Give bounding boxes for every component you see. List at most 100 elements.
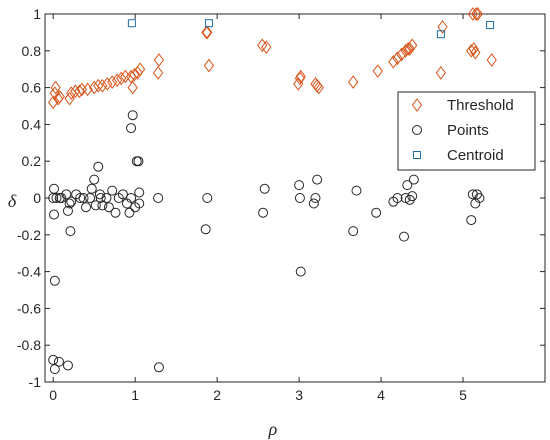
points-marker bbox=[348, 226, 359, 237]
threshold-marker bbox=[437, 20, 448, 34]
y-tick-label: -1 bbox=[29, 374, 42, 390]
series-threshold bbox=[48, 7, 497, 110]
threshold-marker bbox=[127, 80, 138, 95]
threshold-marker bbox=[468, 42, 479, 56]
points-marker bbox=[62, 205, 73, 216]
y-tick-label: -0.8 bbox=[17, 337, 41, 353]
points-marker bbox=[49, 209, 60, 220]
points-marker bbox=[101, 193, 112, 203]
threshold-marker bbox=[202, 25, 213, 40]
points-marker bbox=[107, 185, 118, 196]
points-marker bbox=[295, 266, 306, 277]
threshold-marker bbox=[89, 80, 100, 95]
points-marker bbox=[202, 193, 213, 203]
points-marker bbox=[126, 193, 137, 203]
points-marker bbox=[466, 215, 477, 226]
points-marker bbox=[200, 224, 211, 235]
y-tick-label: 1 bbox=[33, 6, 41, 22]
points-marker bbox=[93, 161, 104, 172]
points-marker bbox=[310, 193, 321, 203]
threshold-marker bbox=[203, 58, 215, 73]
centroid-marker bbox=[486, 21, 495, 30]
points-marker bbox=[117, 189, 128, 200]
ticks: 0 1 2 3 4 5 -1 -0.8 -0.6 -0.4 -0.2 0 0.2 0.4 0.6 0.8 1 bbox=[17, 6, 545, 403]
points-marker bbox=[153, 362, 164, 373]
points-marker bbox=[474, 193, 485, 203]
data-series bbox=[48, 7, 497, 375]
threshold-marker bbox=[132, 66, 143, 80]
threshold-marker bbox=[112, 73, 123, 88]
threshold-marker bbox=[402, 42, 414, 56]
points-marker bbox=[392, 193, 403, 203]
points-marker bbox=[53, 356, 64, 367]
legend-marker-points bbox=[412, 125, 422, 135]
threshold-marker bbox=[295, 69, 306, 84]
points-marker bbox=[124, 207, 135, 218]
x-tick-label: 2 bbox=[213, 387, 221, 403]
points-marker bbox=[259, 183, 270, 194]
centroid-marker bbox=[204, 19, 213, 28]
points-marker bbox=[80, 202, 91, 213]
threshold-marker bbox=[471, 7, 482, 21]
centroid-marker bbox=[436, 30, 445, 39]
points-marker bbox=[407, 191, 418, 202]
legend-label-points: Points bbox=[447, 122, 489, 139]
threshold-marker bbox=[102, 77, 113, 91]
threshold-marker bbox=[70, 84, 81, 99]
threshold-marker bbox=[116, 71, 127, 86]
threshold-marker bbox=[82, 82, 93, 97]
points-marker bbox=[399, 231, 410, 242]
series-points bbox=[48, 110, 485, 375]
threshold-marker bbox=[470, 45, 481, 60]
series-centroid bbox=[127, 19, 495, 39]
points-marker bbox=[89, 174, 100, 185]
threshold-marker bbox=[472, 7, 483, 21]
points-marker bbox=[351, 185, 362, 196]
points-marker bbox=[153, 193, 164, 203]
points-marker bbox=[103, 202, 114, 213]
x-tick-label: 4 bbox=[377, 387, 385, 403]
legend: Threshold Points Centroid bbox=[397, 91, 536, 171]
points-marker bbox=[61, 189, 72, 200]
threshold-marker bbox=[261, 40, 272, 54]
points-marker bbox=[90, 200, 101, 211]
points-marker bbox=[294, 180, 305, 191]
points-marker bbox=[312, 174, 323, 185]
points-marker bbox=[49, 183, 60, 194]
threshold-marker bbox=[372, 64, 383, 78]
points-marker bbox=[371, 207, 382, 218]
y-axis-label: δ bbox=[8, 191, 17, 211]
threshold-marker bbox=[388, 55, 399, 69]
threshold-marker bbox=[400, 43, 411, 58]
threshold-marker bbox=[129, 67, 140, 82]
points-marker bbox=[86, 183, 97, 194]
points-marker bbox=[62, 360, 73, 371]
y-tick-label: 0 bbox=[33, 190, 41, 206]
y-tick-label: 0.2 bbox=[22, 153, 42, 169]
threshold-marker bbox=[467, 7, 478, 21]
points-marker bbox=[133, 156, 144, 167]
y-tick-label: 0.4 bbox=[22, 116, 42, 132]
threshold-marker bbox=[407, 38, 418, 53]
y-tick-label: -0.2 bbox=[17, 227, 41, 243]
points-marker bbox=[127, 110, 138, 121]
threshold-marker bbox=[348, 75, 359, 89]
y-tick-label: 0.6 bbox=[22, 80, 42, 96]
threshold-marker bbox=[107, 75, 118, 89]
points-marker bbox=[134, 187, 145, 198]
legend-label-threshold: Threshold bbox=[447, 97, 514, 114]
x-tick-label: 1 bbox=[131, 387, 139, 403]
x-tick-label: 3 bbox=[295, 387, 303, 403]
points-marker bbox=[294, 193, 305, 203]
y-tick-label: 0.8 bbox=[22, 43, 42, 59]
threshold-marker bbox=[392, 51, 403, 65]
threshold-marker bbox=[404, 42, 415, 56]
legend-label-centroid: Centroid bbox=[447, 147, 504, 164]
points-marker bbox=[66, 196, 77, 207]
points-marker bbox=[65, 226, 76, 237]
threshold-marker bbox=[66, 86, 77, 100]
legend-marker-centroid bbox=[413, 151, 421, 159]
threshold-marker bbox=[152, 66, 164, 80]
